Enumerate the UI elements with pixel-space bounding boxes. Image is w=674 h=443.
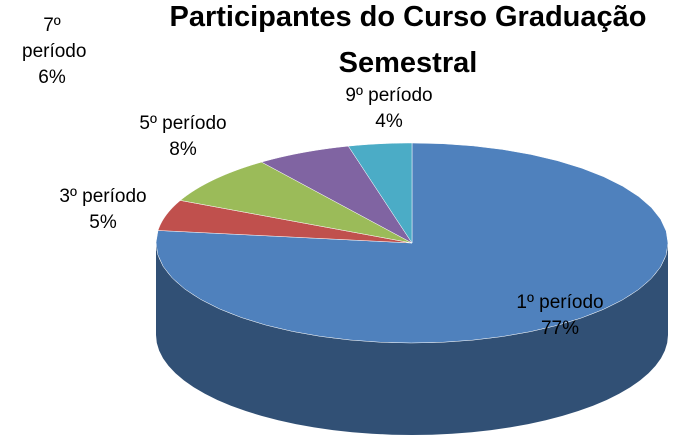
label-name: 3º período — [59, 186, 147, 207]
label-name: 5º período — [139, 113, 227, 134]
pie-slice — [347, 142, 413, 244]
label-name: 9º período — [345, 85, 433, 106]
pie-side — [156, 243, 668, 435]
label-value: 8% — [169, 139, 197, 160]
label-value: 77% — [540, 318, 580, 339]
label-value: 5% — [89, 212, 117, 233]
chart-title: Participantes do Curso Graduação Semestr… — [169, 1, 647, 79]
label-value: 6% — [38, 67, 66, 88]
label-name: 7º período — [22, 15, 87, 62]
data-label: 5º período 8% — [113, 111, 253, 163]
data-label: 1º período 77% — [490, 290, 630, 342]
data-label: 9º período 4% — [319, 83, 459, 135]
data-label: 3º período 5% — [33, 184, 173, 236]
label-value: 4% — [375, 111, 403, 132]
label-name: 1º período — [516, 292, 604, 313]
pie-slice — [179, 161, 413, 244]
pie-slice — [260, 145, 413, 244]
data-label: 7º período 6% — [2, 13, 102, 91]
pie-slice — [157, 200, 413, 244]
